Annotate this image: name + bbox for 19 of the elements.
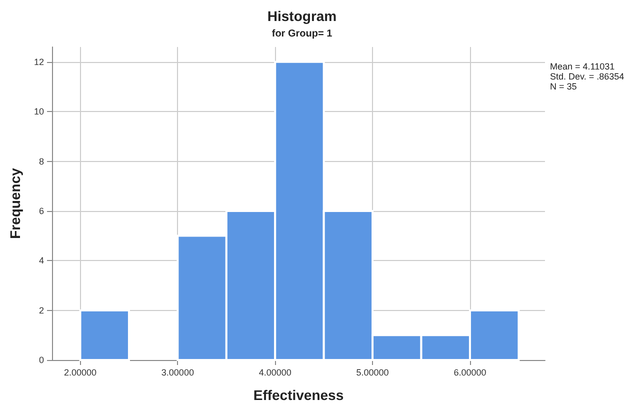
y-tick-label: 0 [38, 355, 44, 365]
y-tick-label: 2 [38, 305, 44, 316]
chart-title: Histogram [267, 8, 337, 24]
x-tick-label: 2.00000 [64, 368, 97, 378]
x-tick-label: 6.00000 [454, 368, 486, 378]
y-tick-label: 6 [38, 206, 44, 216]
y-axis-title: Frequency [7, 168, 23, 239]
y-tick-label: 12 [34, 56, 44, 67]
text: N = 35 [550, 82, 577, 92]
text: Mean = 4.11031 [550, 62, 615, 72]
text: Std. Dev. = .86354 [550, 72, 624, 82]
x-tick-label: 5.00000 [356, 368, 389, 378]
chart-subtitle: for Group= 1 [272, 28, 333, 40]
y-tick-label: 4 [38, 256, 44, 266]
y-tick-label: 10 [34, 106, 44, 117]
x-axis-title: Effectiveness [253, 387, 344, 403]
x-tick-label: 4.00000 [258, 368, 292, 378]
y-tick-label: 8 [38, 156, 44, 166]
x-tick-label: 3.00000 [161, 368, 194, 378]
